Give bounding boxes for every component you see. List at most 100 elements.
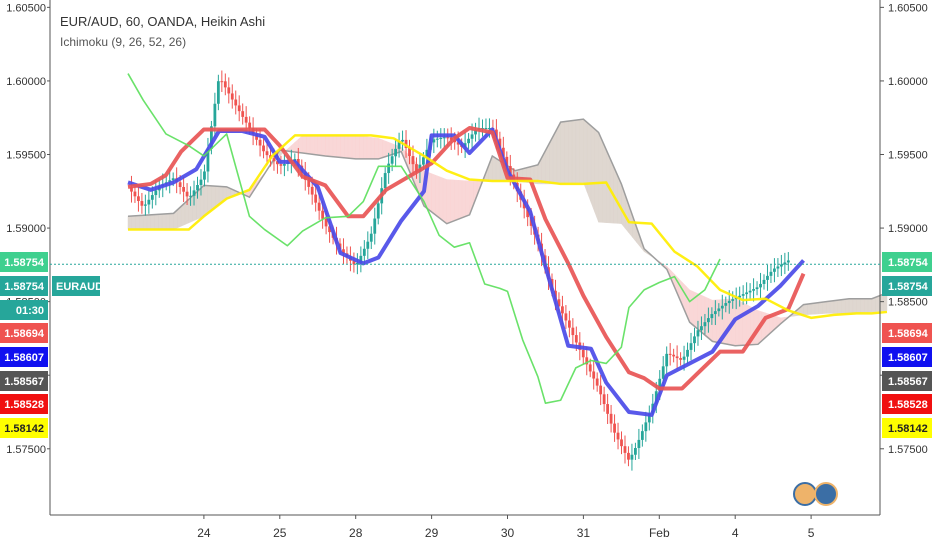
candle-body <box>387 163 391 174</box>
candle-body <box>561 306 564 314</box>
x-tick-label: Feb <box>649 526 670 540</box>
candle-body <box>595 378 599 386</box>
candle-body <box>745 292 749 295</box>
candle-body <box>317 202 321 211</box>
candle-body <box>724 303 728 306</box>
cloud-segment <box>575 119 580 184</box>
cloud-segment <box>829 300 835 314</box>
cloud-segment <box>590 125 596 213</box>
candle-body <box>255 134 258 140</box>
logo-circle-right <box>814 482 838 506</box>
candle-body <box>752 289 755 291</box>
candle-body <box>755 287 759 290</box>
price-label-right-bg <box>882 394 932 414</box>
candle-body <box>456 142 460 145</box>
indicator-label: Ichimoku (9, 26, 52, 26) <box>60 35 187 49</box>
candle-body <box>637 439 641 449</box>
cloud-segment <box>814 302 819 315</box>
cloud-segment <box>347 135 353 159</box>
candle-body <box>449 137 453 140</box>
cloud-segment <box>344 135 349 159</box>
x-tick-label: 30 <box>501 526 515 540</box>
candle-body <box>453 139 457 143</box>
candle-body <box>206 148 210 172</box>
cloud-segment <box>826 300 831 314</box>
candle-body <box>766 275 769 280</box>
price-label-left-bg <box>0 276 48 296</box>
candle-body <box>216 81 220 104</box>
price-label-right: 1.58142 <box>888 423 928 435</box>
cloud-segment <box>742 302 747 346</box>
cloud-segment <box>560 121 565 185</box>
price-label-left: 1.58694 <box>4 328 45 340</box>
candle-body <box>592 371 596 379</box>
x-tick-label: 25 <box>273 526 287 540</box>
candle-body <box>769 271 773 276</box>
candle-body <box>779 264 783 267</box>
candle-body <box>710 314 714 319</box>
cloud-segment <box>833 299 838 314</box>
candle-body <box>620 439 623 447</box>
price-label-left-bg <box>52 276 100 296</box>
cloud-segment <box>435 174 440 219</box>
candle-body <box>675 356 679 359</box>
y-tick-label-left: 1.57500 <box>6 444 46 456</box>
candle-body <box>150 195 154 200</box>
candle-body <box>606 404 610 414</box>
candle-body <box>213 103 217 127</box>
candle-body <box>415 164 418 173</box>
y-tick-label-right: 1.57500 <box>888 444 928 456</box>
candle-body <box>390 156 394 164</box>
price-label-left-bg <box>0 418 48 438</box>
cloud-segment <box>495 157 501 182</box>
cloud-segment <box>871 296 876 313</box>
candle-body <box>279 164 283 166</box>
candle-body <box>759 283 762 288</box>
cloud-segment <box>556 122 561 185</box>
candle-body <box>230 93 234 100</box>
candle-body <box>439 138 443 140</box>
candle-body <box>241 111 245 117</box>
cloud-segment <box>146 214 152 230</box>
candle-body <box>776 266 780 269</box>
candle-body <box>432 139 436 143</box>
candle-body <box>773 268 776 272</box>
candle-body <box>557 299 561 307</box>
y-tick-label-left: 1.59000 <box>6 223 46 235</box>
cloud-segment <box>552 129 558 185</box>
candle-body <box>248 122 252 129</box>
candle-body <box>665 353 669 367</box>
price-label-left: 1.58567 <box>4 376 44 388</box>
price-label-right: 1.58754 <box>888 281 929 293</box>
candle-body <box>679 358 682 360</box>
candle-body <box>401 139 404 142</box>
cloud-segment <box>715 299 721 344</box>
candle-body <box>689 343 693 350</box>
candle-body <box>171 178 175 181</box>
candle-body <box>567 320 571 328</box>
candle-body <box>262 145 265 152</box>
candle-body <box>397 141 401 149</box>
senkou-span-b-line <box>128 134 888 320</box>
cloud-segment <box>317 135 322 156</box>
candle-body <box>571 327 575 336</box>
indicator-lines <box>127 73 888 417</box>
cloud-segment <box>431 173 436 216</box>
candle-body <box>425 149 429 158</box>
cloud-segment <box>583 118 588 193</box>
candle-body <box>220 81 224 83</box>
candle-body <box>686 349 689 357</box>
price-label-right-bg <box>882 418 932 438</box>
candle-body <box>422 157 425 165</box>
cloud-segment <box>161 213 167 230</box>
cloud-segment <box>169 213 174 230</box>
cloud-segment <box>165 213 170 230</box>
price-label-left-bg <box>0 300 48 320</box>
x-tick-label: 24 <box>197 526 211 540</box>
price-label-left: 1.58607 <box>4 352 44 364</box>
candle-body <box>369 233 373 242</box>
cloud-segment <box>457 179 463 220</box>
cloud-segment <box>564 120 569 184</box>
cloud-segment <box>370 137 375 160</box>
